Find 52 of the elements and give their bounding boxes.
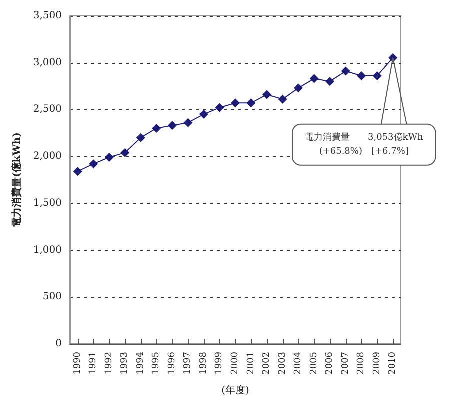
point [341, 66, 350, 76]
x-tick-label: 1995 [152, 352, 162, 375]
x-tick-label: 2007 [340, 352, 351, 375]
point [168, 121, 177, 130]
x-tick-label: 2005 [309, 352, 320, 375]
x-tick-label: 1993 [120, 352, 130, 375]
y-axis-title: 電力消費量(億kWh) [10, 132, 23, 228]
point [215, 103, 224, 112]
point [136, 133, 146, 142]
y-tick-label: 2,000 [33, 151, 62, 162]
point [104, 153, 114, 162]
x-tick-label: 2003 [278, 352, 288, 375]
y-tick-label: 1,000 [33, 244, 62, 256]
x-tick-label: 1992 [104, 352, 114, 375]
x-tick-label: 1994 [136, 352, 146, 375]
point [357, 71, 366, 80]
x-tick-label: 1991 [88, 352, 99, 375]
x-tick-label: 1996 [167, 352, 178, 375]
point [120, 148, 130, 158]
y-tick-label: 500 [42, 292, 62, 303]
x-tick-label: 2001 [246, 352, 256, 375]
point [199, 110, 208, 119]
point [294, 84, 304, 93]
point [152, 124, 162, 133]
x-tick-label: 2010 [388, 352, 398, 375]
point [73, 167, 82, 176]
x-tick-label: 2004 [294, 352, 304, 375]
y-tick-label: 1,500 [33, 198, 62, 209]
point [372, 71, 382, 80]
point [89, 160, 98, 169]
x-tick-label: 2009 [372, 352, 382, 375]
point [326, 77, 335, 86]
y-tick-label: 3,000 [33, 57, 62, 68]
point [310, 74, 319, 84]
annotation: 電力消費量 3,053億kWh (+65.8%) [+6.7%] [304, 132, 424, 157]
x-tick-label: 1997 [183, 352, 194, 375]
x-tick-label: 1999 [214, 352, 225, 375]
x-tick-label: 2008 [356, 352, 367, 375]
point [246, 98, 256, 108]
x-tick-label: 1998 [198, 352, 209, 375]
y-tick-label: 2,500 [33, 104, 62, 116]
y-tick-label: 3,500 [33, 10, 62, 22]
x-tick-label: 2002 [262, 352, 272, 375]
x-tick-label: 2000 [230, 352, 240, 375]
point [278, 94, 288, 104]
point [262, 90, 272, 100]
point [184, 118, 193, 128]
y-tick-label: 0 [56, 338, 62, 350]
x-tick-label: 2006 [325, 352, 336, 375]
point [231, 98, 240, 108]
x-axis-title: (年度) [222, 384, 250, 396]
x-tick-label: 1990 [72, 352, 83, 375]
